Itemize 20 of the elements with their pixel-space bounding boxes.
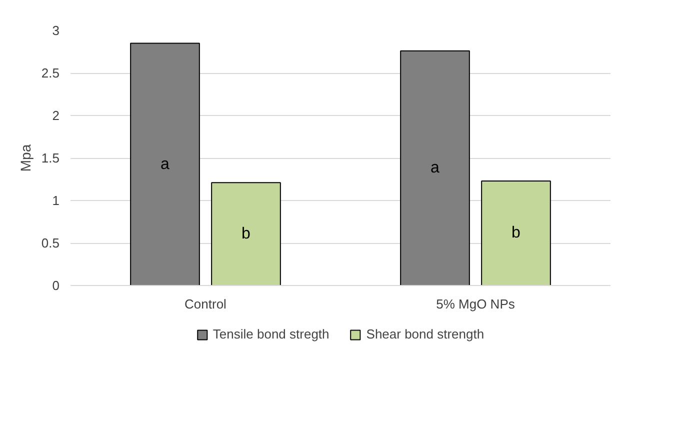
annotation: b [512, 224, 521, 242]
bar [481, 180, 551, 286]
annotation: a [430, 160, 440, 177]
y-axis-title: Mpa [17, 144, 34, 172]
bar [400, 50, 470, 286]
bar [211, 182, 281, 286]
x-tick-label: Control [184, 296, 227, 312]
annotation: a [160, 156, 170, 173]
bar [130, 42, 200, 286]
x-tick-label: 5% MgO NPs [436, 296, 516, 312]
y-tick-label: 0 [52, 278, 60, 293]
y-tick-label: 3 [52, 23, 60, 38]
y-tick-label: 2.5 [41, 66, 60, 80]
y-tick-label: 2 [52, 108, 60, 123]
y-tick-label: 1 [52, 193, 60, 208]
y-tick-label: 0.5 [41, 236, 60, 250]
legend-label: Shear bond strength [366, 326, 484, 342]
legend-label: Tensile bond stregth [212, 326, 330, 342]
y-tick-label: 1.5 [41, 150, 60, 166]
annotation: b [242, 226, 251, 243]
